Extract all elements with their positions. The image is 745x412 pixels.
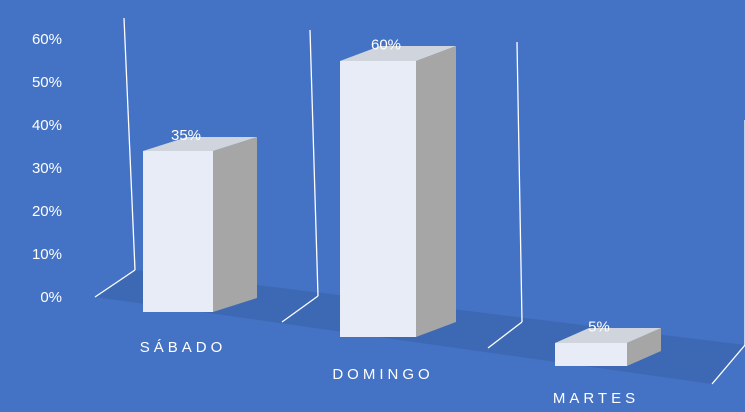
- data-label: 35%: [171, 127, 201, 144]
- wall-edge-1: [123, 17, 136, 271]
- category-label: MARTES: [553, 390, 639, 407]
- y-tick-label: 0%: [40, 289, 62, 306]
- bar-side-face: [416, 46, 456, 337]
- y-axis: 0% 10% 20% 30% 40% 50% 60%: [32, 31, 62, 306]
- y-tick-label: 60%: [32, 31, 62, 48]
- wall-edge-5: [516, 41, 523, 323]
- bar-top-face: [143, 137, 257, 151]
- wall-edge-0: [94, 269, 136, 298]
- category-label: SÁBADO: [140, 339, 227, 356]
- bar-front-face: [555, 343, 627, 366]
- wall-edge-6: [711, 344, 745, 385]
- bar-front-face: [340, 61, 416, 337]
- bar-1: [340, 46, 456, 337]
- data-label: 60%: [371, 37, 401, 54]
- bar-top-face: [555, 328, 661, 343]
- y-tick-label: 50%: [32, 74, 62, 91]
- x-axis: SÁBADO DOMINGO MARTES: [140, 339, 639, 407]
- chart-walls: [94, 17, 745, 385]
- data-label: 5%: [588, 319, 610, 336]
- bar-2: [555, 328, 661, 366]
- bar-side-face: [627, 328, 661, 366]
- y-tick-label: 10%: [32, 246, 62, 263]
- bar-side-face: [213, 137, 257, 312]
- wall-edge-3: [309, 29, 319, 297]
- bar-0: [143, 137, 257, 312]
- data-labels: 35% 60% 5%: [171, 37, 610, 336]
- bar-front-face: [143, 151, 213, 312]
- bar-top-face: [340, 46, 456, 61]
- y-tick-label: 40%: [32, 117, 62, 134]
- category-label: DOMINGO: [332, 366, 433, 383]
- wall-edge-2: [281, 295, 319, 323]
- bars: [143, 46, 661, 366]
- wall-edge-4: [487, 321, 523, 349]
- y-tick-label: 20%: [32, 203, 62, 220]
- y-tick-label: 30%: [32, 160, 62, 177]
